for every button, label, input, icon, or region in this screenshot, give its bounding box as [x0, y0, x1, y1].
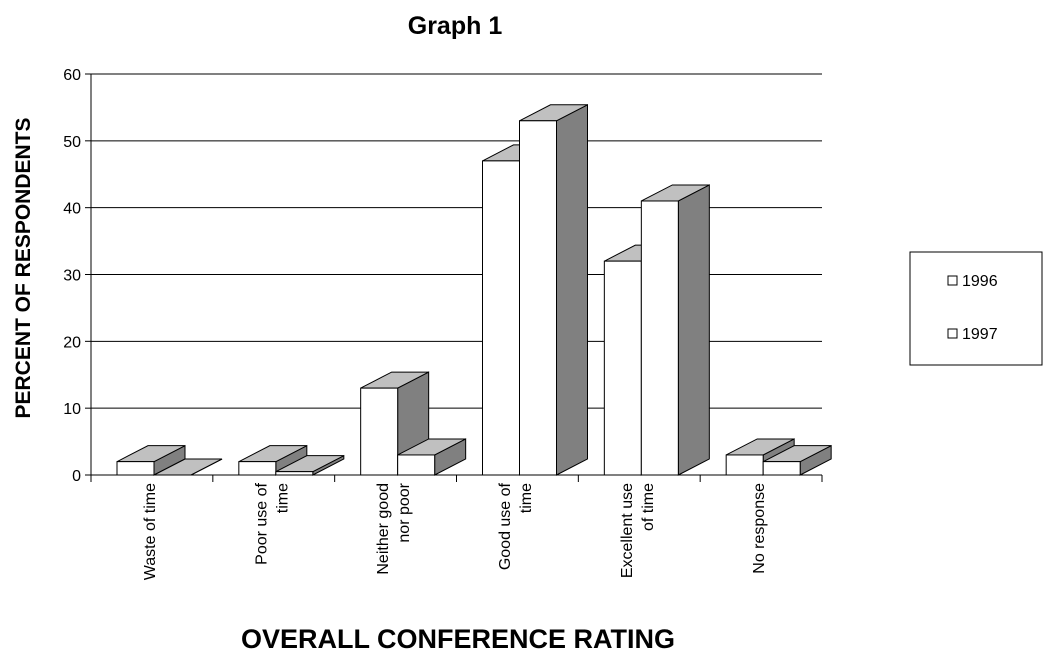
bar-front — [603, 260, 642, 476]
x-category-label-line: No response — [751, 483, 768, 574]
y-tick-label: 30 — [63, 268, 81, 285]
y-tick-label: 40 — [63, 201, 81, 218]
y-tick-label: 0 — [72, 468, 81, 485]
bar-top — [153, 458, 223, 476]
bar-1997-3 — [519, 103, 588, 476]
bars — [116, 103, 832, 476]
x-category-label: Good use of time — [497, 482, 535, 570]
bar-front — [360, 387, 399, 476]
bar-front — [482, 160, 520, 476]
x-category-label-line: Good use of — [497, 482, 514, 570]
bar-side — [556, 103, 588, 476]
bar-1997-0 — [153, 458, 223, 476]
y-axis-label: PERCENT OF RESPONDENTS — [12, 117, 35, 418]
x-category-label: Waste of time — [142, 483, 159, 580]
x-category-label-line: of time — [640, 483, 657, 531]
axes: 0 10 20 30 40 50 60 — [63, 67, 823, 485]
legend-swatch — [947, 328, 958, 339]
bar-1996-0 — [116, 444, 186, 476]
bar-1997-5 — [762, 444, 832, 476]
x-category-label-line: Poor use of — [253, 482, 270, 564]
bar-front — [116, 461, 155, 476]
bar-side — [677, 184, 710, 476]
legend-swatch — [947, 275, 958, 286]
y-tick-label: 60 — [63, 67, 81, 84]
bar-front — [519, 120, 557, 476]
bar-front — [397, 454, 436, 476]
legend-box — [909, 251, 1043, 366]
x-category-label: Excellent use of time — [619, 483, 657, 578]
x-axis-label: OVERALL CONFERENCE RATING — [241, 624, 675, 654]
bar-1997-1 — [275, 454, 345, 476]
bar-front — [725, 454, 764, 476]
x-category-label-line: time — [518, 483, 535, 513]
x-category-label: Poor use of time — [253, 482, 291, 564]
x-category-label-line: time — [274, 483, 291, 513]
legend-label: 1997 — [962, 326, 998, 343]
y-tick-label: 50 — [63, 134, 81, 151]
bar-1997-4 — [640, 184, 710, 476]
bar-1997-2 — [397, 438, 467, 476]
x-category-label: Neither good nor poor — [375, 482, 413, 574]
gridlines — [91, 73, 822, 409]
x-category-label: No response — [751, 483, 768, 574]
x-category-label-line: Waste of time — [142, 483, 159, 580]
legend: 1996 1997 — [909, 251, 1043, 366]
y-tick-label: 10 — [63, 401, 81, 418]
x-category-label-line: Neither good — [375, 483, 392, 575]
category-labels: Waste of time Poor use of time Neither good… — [142, 482, 768, 580]
bar-front — [762, 461, 801, 476]
bar-front — [640, 200, 679, 476]
bar-front — [238, 461, 277, 476]
chart-title: Graph 1 — [408, 12, 503, 40]
y-tick-label: 20 — [63, 334, 81, 351]
legend-label: 1996 — [962, 273, 998, 290]
x-category-label-line: nor poor — [396, 482, 413, 542]
bar-front — [275, 471, 314, 476]
x-category-label-line: Excellent use — [619, 483, 636, 578]
